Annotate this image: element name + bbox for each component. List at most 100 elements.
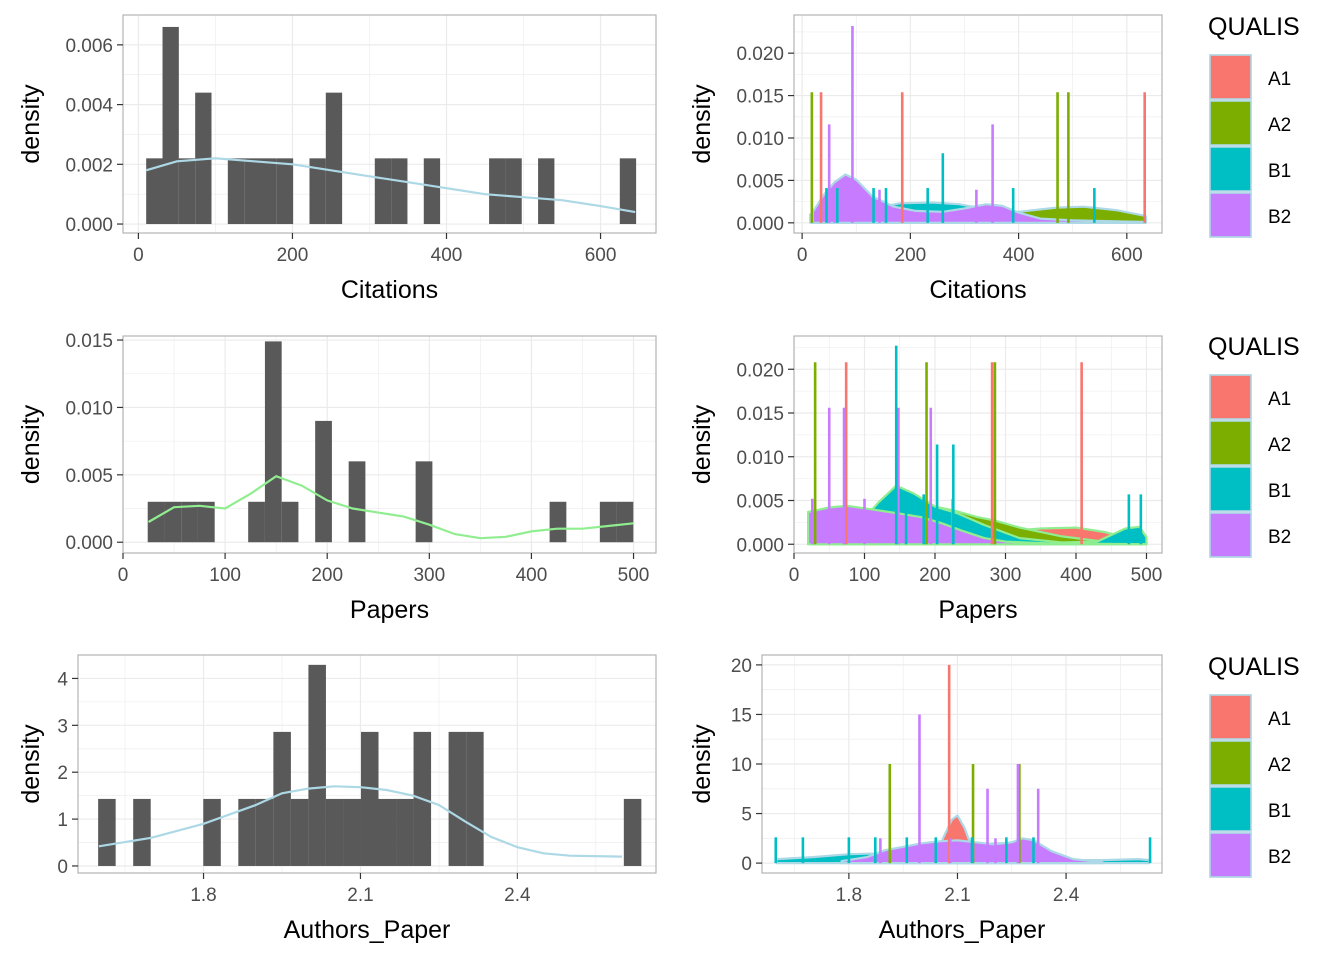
x-tick-label: 300 bbox=[990, 565, 1022, 586]
histogram-bar bbox=[619, 158, 637, 225]
legend-swatch bbox=[1209, 512, 1252, 558]
histogram-bar bbox=[360, 731, 379, 866]
axis-ticks: 0 100 200 300 400 500 0.000 0.005 0.010 0.015 0.02… bbox=[736, 360, 1162, 586]
axis-ticks: 1.8 2.1 2.4 0 5 10 15 20 bbox=[731, 656, 1080, 906]
y-tick-label: 0.015 bbox=[736, 87, 784, 108]
x-axis-label: Authors_Paper bbox=[879, 916, 1046, 944]
y-tick-label: 0 bbox=[57, 857, 68, 878]
legend-swatch bbox=[1209, 374, 1252, 420]
histogram-bar bbox=[325, 798, 344, 866]
x-tick-label: 0 bbox=[789, 565, 800, 586]
histogram-bar bbox=[538, 158, 555, 225]
histogram-bar bbox=[164, 501, 182, 543]
histogram-bars bbox=[147, 341, 634, 543]
x-tick-label: 500 bbox=[618, 565, 650, 586]
legend-item-a2: A2 bbox=[1209, 100, 1291, 146]
legend-title: QUALIS bbox=[1208, 653, 1300, 681]
legend-authors-paper: QUALIS A1 A2 B1 B2 bbox=[1208, 653, 1300, 878]
x-tick-label: 2.4 bbox=[504, 885, 531, 906]
histogram-bar bbox=[415, 461, 433, 543]
legend-swatch bbox=[1209, 192, 1252, 238]
x-tick-label: 0 bbox=[797, 245, 808, 266]
plot-area bbox=[145, 26, 637, 225]
y-tick-label: 0.020 bbox=[736, 44, 784, 65]
chart-citations-by-qualis: 0 200 400 600 0.000 0.005 0.010 0.015 0.020 Citat… bbox=[688, 14, 1163, 304]
x-tick-label: 600 bbox=[1111, 245, 1143, 266]
plot-area bbox=[98, 664, 642, 866]
histogram-bar bbox=[276, 158, 294, 225]
panel-border bbox=[122, 14, 657, 234]
legend-citations: QUALIS A1 A2 B1 B2 bbox=[1208, 13, 1300, 238]
histogram-bar bbox=[162, 26, 179, 225]
y-tick-label: 0.000 bbox=[736, 214, 784, 235]
x-axis-label: Citations bbox=[341, 276, 438, 304]
histogram-bar bbox=[244, 158, 261, 225]
y-tick-label: 0.005 bbox=[736, 171, 784, 192]
legend-swatch bbox=[1209, 466, 1252, 512]
y-tick-label: 0.000 bbox=[65, 215, 113, 236]
chart-citations-histogram: 0 200 400 600 0.000 0.002 0.004 0.006 Citations d… bbox=[17, 14, 657, 304]
legend-swatch bbox=[1209, 740, 1252, 786]
histogram-bar bbox=[264, 341, 282, 543]
x-tick-label: 400 bbox=[431, 245, 463, 266]
x-axis-label: Citations bbox=[929, 276, 1026, 304]
histogram-bar bbox=[348, 461, 366, 543]
y-tick-label: 20 bbox=[731, 656, 752, 677]
density-area-b2 bbox=[811, 173, 1147, 224]
plot-area bbox=[774, 664, 1152, 865]
histogram-bar bbox=[309, 158, 326, 225]
legend-label: B1 bbox=[1268, 161, 1291, 182]
y-tick-label: 3 bbox=[57, 716, 68, 737]
histogram-bar bbox=[308, 664, 326, 866]
x-tick-label: 2.1 bbox=[944, 885, 970, 906]
legend-label: A2 bbox=[1268, 115, 1291, 136]
y-tick-label: 0.000 bbox=[65, 533, 113, 554]
histogram-bar bbox=[146, 158, 163, 225]
histogram-bar bbox=[248, 501, 265, 543]
legend-item-b2: B2 bbox=[1209, 512, 1291, 558]
histogram-bar bbox=[197, 501, 215, 543]
x-axis-label: Papers bbox=[938, 596, 1017, 624]
histogram-bar bbox=[260, 158, 277, 225]
x-tick-label: 200 bbox=[277, 245, 309, 266]
histogram-bar bbox=[147, 501, 165, 543]
histogram-bar bbox=[616, 501, 634, 543]
x-tick-label: 400 bbox=[516, 565, 548, 586]
plot-area bbox=[147, 341, 634, 543]
x-tick-label: 400 bbox=[1060, 565, 1092, 586]
legend-swatch bbox=[1209, 54, 1252, 100]
legend-item-b1: B1 bbox=[1209, 466, 1291, 512]
y-tick-label: 0.004 bbox=[65, 96, 113, 117]
y-axis-label: density bbox=[17, 724, 45, 804]
x-tick-label: 100 bbox=[209, 565, 241, 586]
histogram-bar bbox=[396, 798, 414, 866]
histogram-bar bbox=[489, 158, 506, 225]
legend-title: QUALIS bbox=[1208, 13, 1300, 41]
histogram-bar bbox=[549, 501, 567, 543]
x-tick-label: 2.4 bbox=[1053, 885, 1080, 906]
x-tick-label: 100 bbox=[849, 565, 881, 586]
density-curve bbox=[145, 157, 636, 214]
legend-item-a1: A1 bbox=[1209, 54, 1291, 100]
y-axis-label: density bbox=[688, 724, 716, 804]
legend-item-a1: A1 bbox=[1209, 694, 1291, 740]
legend-item-b2: B2 bbox=[1209, 192, 1291, 238]
y-tick-label: 0.015 bbox=[65, 331, 113, 352]
histogram-spikes bbox=[811, 345, 1143, 545]
histogram-bar bbox=[466, 731, 484, 866]
histogram-bar bbox=[178, 158, 196, 225]
legend-label: A1 bbox=[1268, 709, 1291, 730]
histogram-bar bbox=[423, 158, 441, 225]
y-axis-label: density bbox=[17, 84, 45, 164]
legend-papers: QUALIS A1 A2 B1 B2 bbox=[1208, 333, 1300, 558]
legend-swatch bbox=[1209, 146, 1252, 192]
legend-item-a2: A2 bbox=[1209, 740, 1291, 786]
y-axis-label: density bbox=[688, 404, 716, 484]
legend-swatch bbox=[1209, 100, 1252, 146]
histogram-bar bbox=[623, 798, 642, 866]
panel-border bbox=[122, 335, 657, 554]
histogram-bar bbox=[255, 798, 274, 866]
legend-item-a2: A2 bbox=[1209, 420, 1291, 466]
histogram-bar bbox=[599, 501, 617, 543]
legend-swatch bbox=[1209, 420, 1252, 466]
